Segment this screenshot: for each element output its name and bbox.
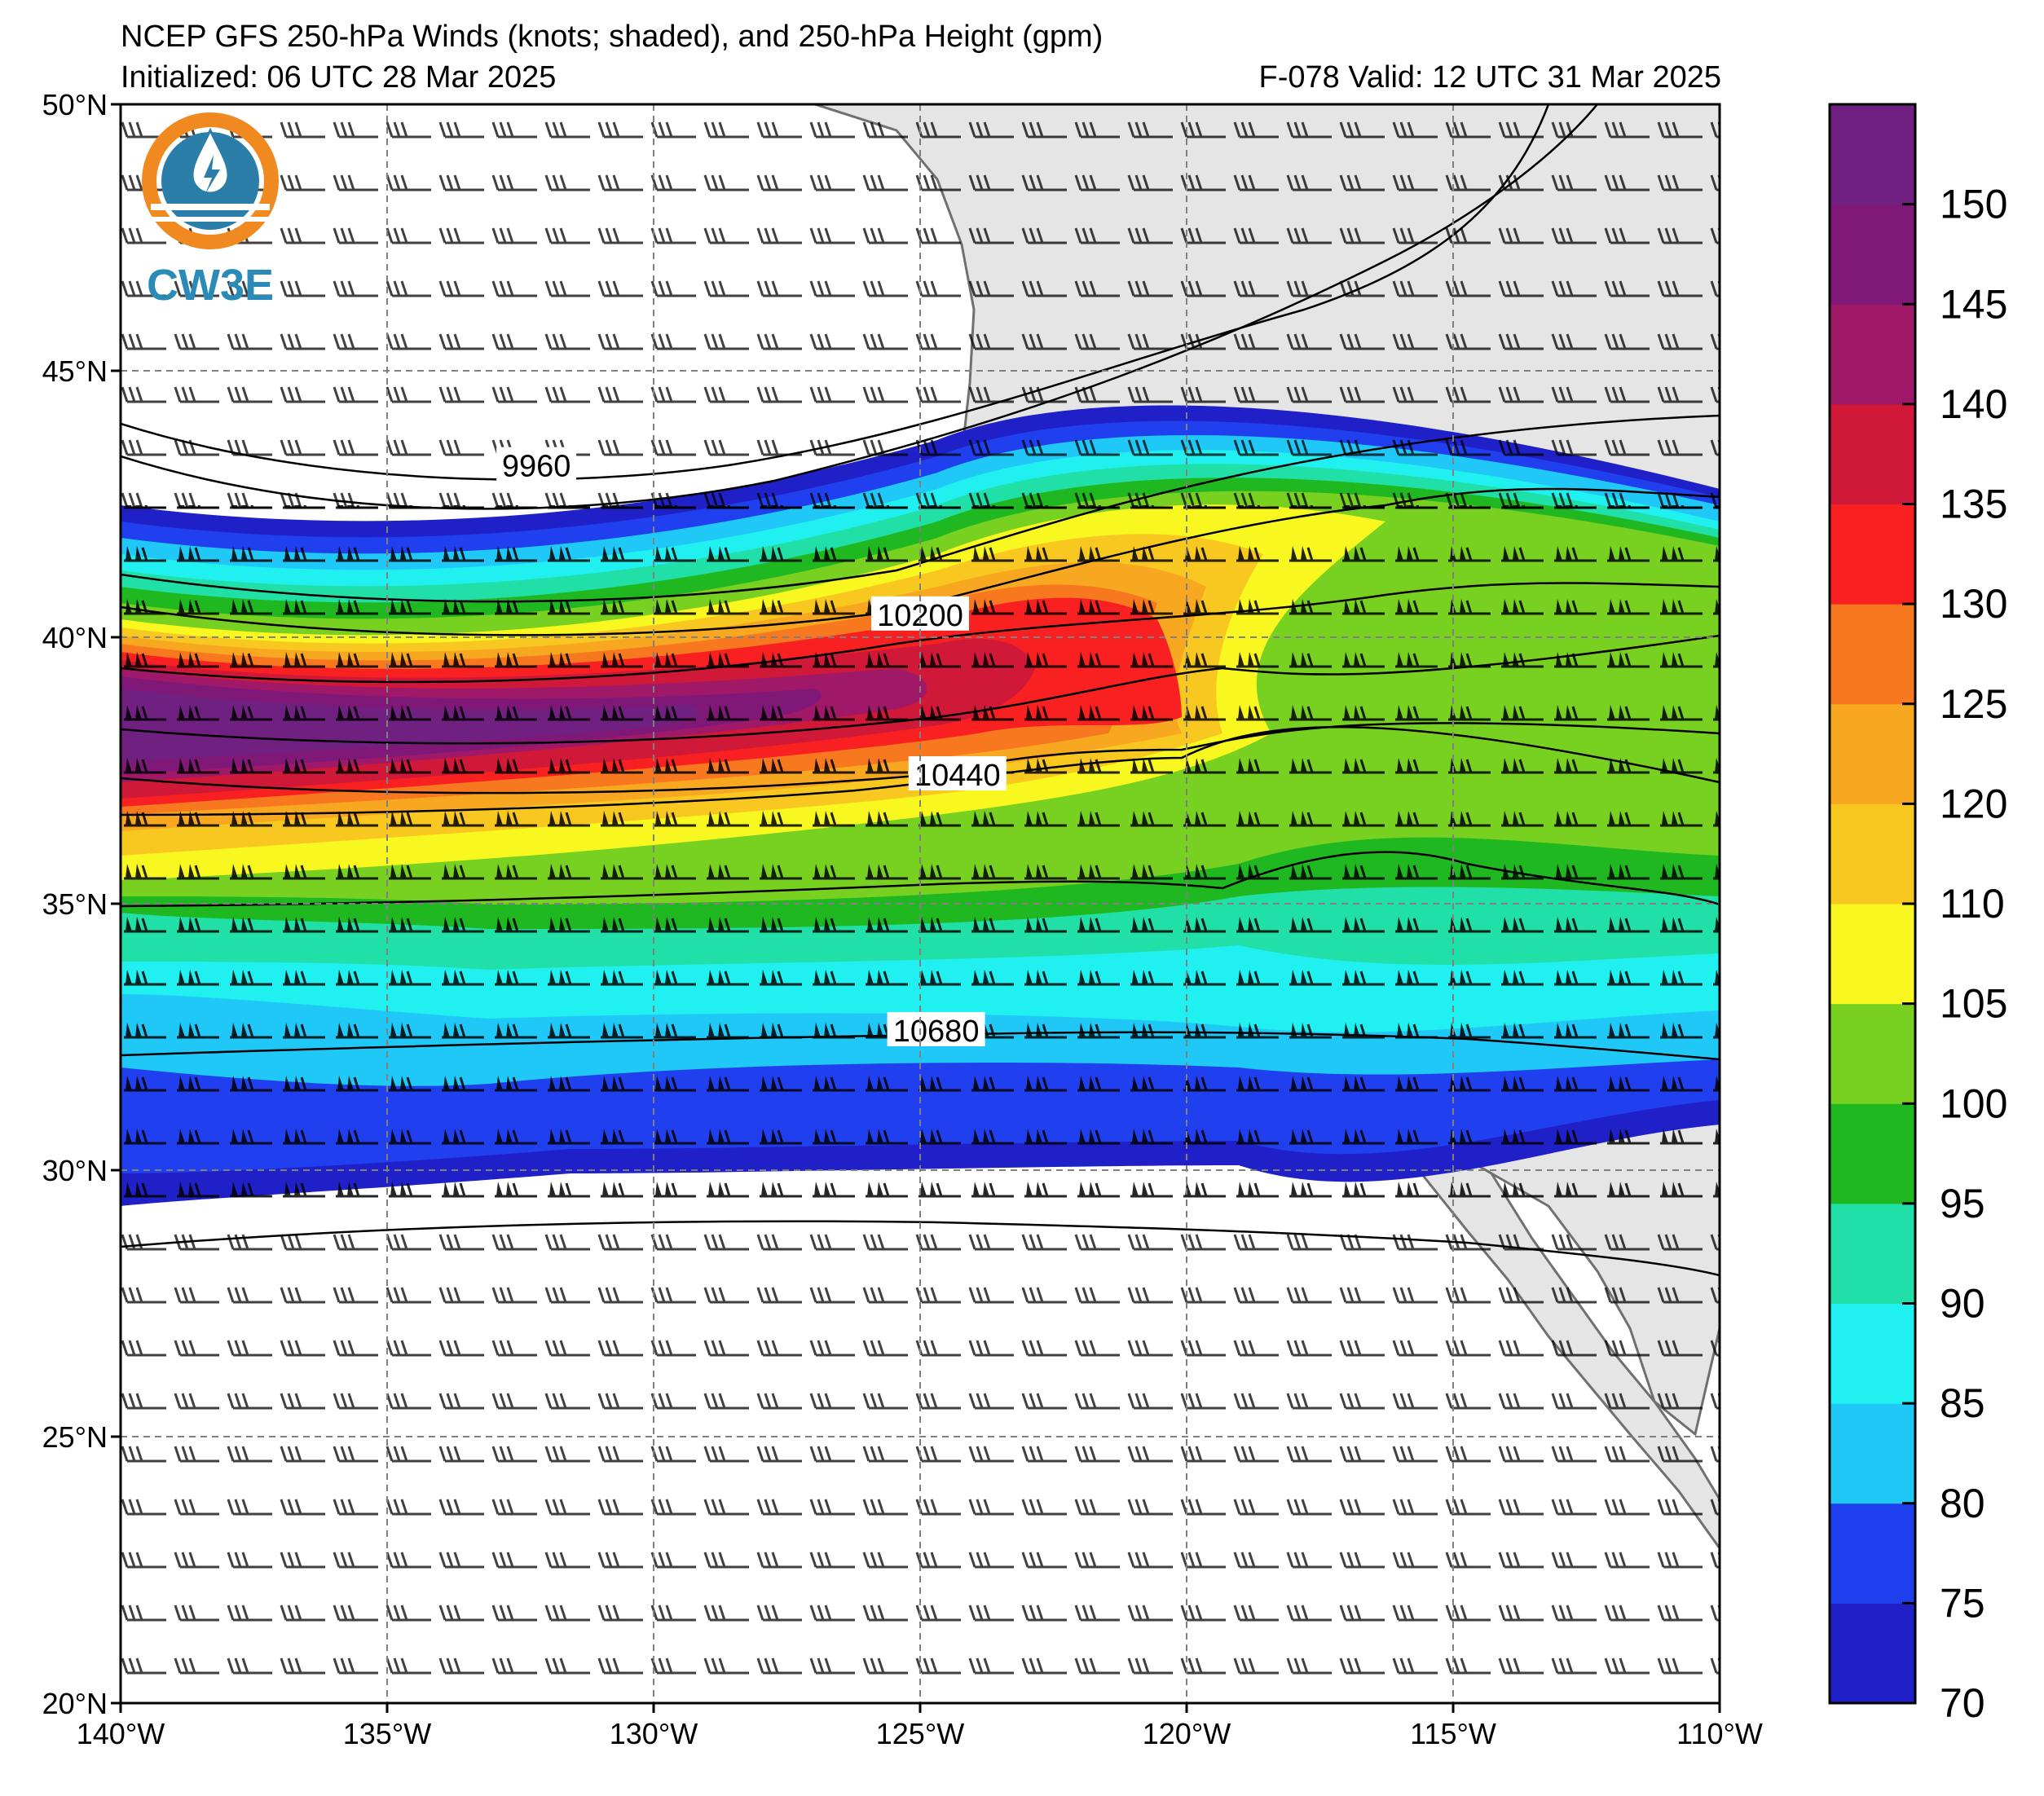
colorbar-label: 150 <box>1940 182 2007 227</box>
wind-barbs-light-north <box>121 104 1720 512</box>
y-tick-label: 40°N <box>42 621 108 654</box>
x-tick-label: 115°W <box>1410 1717 1496 1750</box>
x-tick-label: 110°W <box>1676 1717 1763 1750</box>
contour-label: 10440 <box>914 759 1001 793</box>
colorbar-label: 75 <box>1940 1580 1985 1626</box>
colorbar-label: 135 <box>1940 482 2007 527</box>
colorbar-bin <box>1830 1203 1915 1304</box>
colorbar-label: 110 <box>1940 881 2005 927</box>
valid-time: F-078 Valid: 12 UTC 31 Mar 2025 <box>1258 60 1721 95</box>
x-tick-label: 125°W <box>876 1717 964 1750</box>
x-tick-label: 130°W <box>610 1717 698 1750</box>
cw3e-logo: CW3E <box>142 112 279 310</box>
contour-labels: 9960 10200 10440 10680 <box>496 447 1007 1049</box>
colorbar-bin <box>1830 204 1915 305</box>
colorbar-bin <box>1830 304 1915 405</box>
contour-line <box>121 722 1720 795</box>
colorbar-label: 105 <box>1940 981 2007 1027</box>
contour-line <box>121 487 1720 636</box>
contour-line <box>121 851 1720 908</box>
colorbar-label: 120 <box>1940 781 2007 826</box>
colorbar-label: 130 <box>1940 581 2007 627</box>
colorbar-bin <box>1830 803 1915 905</box>
contour-label-bg <box>496 447 577 482</box>
logo-wave-1 <box>151 204 270 210</box>
colorbar-bin <box>1830 504 1915 605</box>
colorbar-label: 80 <box>1940 1481 1985 1526</box>
contour-label-bg <box>908 756 1007 791</box>
x-tick-label: 120°W <box>1143 1717 1231 1750</box>
colorbar-label: 145 <box>1940 281 2007 327</box>
colorbar: 70 75 80 85 90 95 100 105 110 120 125 130 135 140 145 1… <box>1828 103 2007 1726</box>
axis-ticks: 140°W 135°W 130°W 125°W 120°W 115°W 110°W 50°N 4… <box>42 88 1763 1750</box>
chart-title: NCEP GFS 250-hPa Winds (knots; shaded), … <box>121 20 1103 54</box>
x-tick-label: 135°W <box>343 1717 431 1750</box>
y-tick-label: 20°N <box>42 1687 108 1720</box>
gridlines <box>121 104 1720 1703</box>
y-tick-label: 50°N <box>42 88 108 121</box>
logo-wave-2 <box>151 217 270 222</box>
colorbar-label: 95 <box>1940 1181 1985 1226</box>
colorbar-label: 140 <box>1940 381 2007 427</box>
plot-area: 9960 10200 10440 10680 <box>121 104 1720 1703</box>
contour-line <box>121 104 1550 481</box>
colorbar-bin <box>1830 1603 1915 1704</box>
contour-line <box>121 634 1720 745</box>
colorbar-label: 125 <box>1940 681 2007 727</box>
colorbar-label: 70 <box>1940 1680 1985 1726</box>
contour-line <box>121 582 1720 684</box>
contour-label: 10680 <box>893 1015 980 1049</box>
colorbar-bin <box>1830 1503 1915 1604</box>
y-tick-label: 25°N <box>42 1420 108 1454</box>
contour-line <box>121 1031 1720 1061</box>
contour-label: 9960 <box>502 450 571 484</box>
colorbar-bin <box>1830 1103 1915 1204</box>
colorbar-bin <box>1830 1303 1915 1404</box>
logo-text: CW3E <box>147 261 274 310</box>
y-tick-label: 35°N <box>42 887 108 921</box>
y-tick-label: 30°N <box>42 1154 108 1187</box>
contour-label-bg <box>871 596 969 631</box>
colorbar-bin <box>1830 1403 1915 1504</box>
colorbar-bin <box>1830 403 1915 504</box>
colorbar-bin <box>1830 104 1915 205</box>
contour-label: 10200 <box>877 599 963 633</box>
init-time: Initialized: 06 UTC 28 Mar 2025 <box>121 60 557 95</box>
contour-line <box>121 104 1598 510</box>
lightning-icon <box>204 155 220 194</box>
y-tick-label: 45°N <box>42 354 108 388</box>
logo-sun-ring <box>142 112 279 249</box>
colorbar-bin <box>1830 604 1915 705</box>
contour-line <box>121 1220 1720 1277</box>
contour-line <box>121 414 1720 603</box>
colorbar-label: 100 <box>1940 1081 2007 1126</box>
colorbar-bin <box>1830 703 1915 804</box>
colorbar-label: 90 <box>1940 1281 1985 1327</box>
colorbar-bin <box>1830 1003 1915 1104</box>
contour-label-bg <box>887 1011 985 1046</box>
x-tick-label: 140°W <box>77 1717 165 1750</box>
colorbar-bin <box>1830 904 1915 1005</box>
water-drop-icon <box>191 127 230 195</box>
colorbar-label: 85 <box>1940 1380 1985 1426</box>
